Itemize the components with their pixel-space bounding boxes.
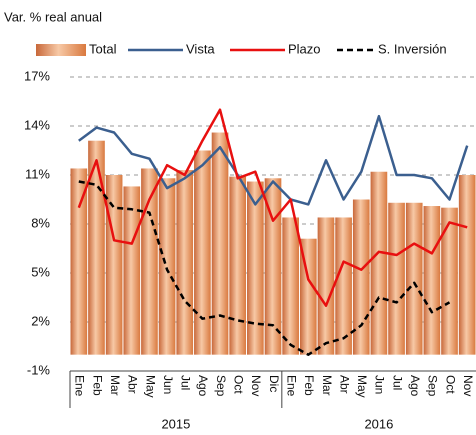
y-tick-label: 14% bbox=[24, 117, 50, 132]
x-tick-label: Nov bbox=[249, 375, 263, 396]
bar bbox=[247, 181, 264, 355]
line-series bbox=[77, 108, 468, 307]
x-tick-label: Sep bbox=[426, 375, 440, 397]
bar bbox=[370, 171, 388, 355]
bar bbox=[352, 199, 370, 355]
x-tick-label: Ene bbox=[284, 375, 298, 397]
legend-swatch bbox=[36, 44, 86, 56]
x-tick-label: Feb bbox=[90, 375, 104, 396]
y-tick-label: 8% bbox=[31, 215, 50, 230]
bar bbox=[105, 175, 123, 355]
x-tick-label: Jun bbox=[161, 375, 175, 394]
x-tick-label: Oct bbox=[232, 375, 246, 394]
bar bbox=[88, 140, 105, 355]
bar bbox=[282, 217, 299, 355]
legend-label: Vista bbox=[186, 41, 215, 56]
bar bbox=[211, 132, 229, 355]
legend-label: Total bbox=[89, 41, 117, 56]
y-tick-label: 5% bbox=[31, 264, 50, 279]
bar bbox=[388, 202, 405, 355]
y-tick-label: 11% bbox=[25, 166, 50, 181]
x-tick-label: Ene bbox=[73, 375, 87, 397]
x-tick-label: Feb bbox=[302, 375, 316, 396]
x-tick-label: Nov bbox=[461, 375, 475, 396]
bar bbox=[441, 207, 458, 355]
x-tick-label: Jul bbox=[390, 375, 404, 390]
legend-label: S. Inversión bbox=[378, 41, 447, 56]
bar bbox=[264, 178, 282, 355]
bar bbox=[141, 168, 158, 355]
x-tick-label: Abr bbox=[337, 375, 351, 394]
x-tick-label: Ago bbox=[408, 375, 422, 397]
group-label: 2016 bbox=[364, 416, 393, 431]
bar bbox=[70, 168, 88, 355]
bar bbox=[405, 202, 423, 355]
x-tick-label: Mar bbox=[320, 375, 334, 396]
bar bbox=[194, 150, 211, 355]
bar bbox=[123, 186, 141, 355]
bar bbox=[423, 206, 441, 355]
x-tick-label: Ago bbox=[196, 375, 210, 397]
x-tick-label: May bbox=[143, 375, 157, 398]
x-tick-label: May bbox=[355, 375, 369, 398]
x-tick-label: Abr bbox=[126, 375, 140, 394]
x-tick-label: Oct bbox=[443, 375, 457, 394]
x-tick-label: Jun bbox=[373, 375, 387, 394]
subtitle: Var. % real anual bbox=[4, 9, 102, 24]
bar bbox=[229, 176, 247, 355]
y-tick-label: 17% bbox=[24, 68, 50, 83]
bar bbox=[317, 217, 335, 355]
legend-label: Plazo bbox=[288, 41, 321, 56]
y-tick-label: -1% bbox=[27, 362, 51, 377]
line-series bbox=[78, 114, 469, 206]
x-tick-label: Mar bbox=[108, 375, 122, 396]
group-label: 2015 bbox=[161, 416, 190, 431]
bar bbox=[299, 238, 317, 355]
bar bbox=[335, 217, 352, 355]
bar bbox=[158, 178, 176, 355]
bar bbox=[176, 170, 194, 355]
x-tick-label: Dic bbox=[267, 375, 281, 392]
x-tick-label: Jul bbox=[179, 375, 193, 390]
line-series bbox=[78, 180, 451, 356]
bar bbox=[458, 175, 476, 355]
y-tick-label: 2% bbox=[31, 313, 50, 328]
x-tick-label: Sep bbox=[214, 375, 228, 397]
